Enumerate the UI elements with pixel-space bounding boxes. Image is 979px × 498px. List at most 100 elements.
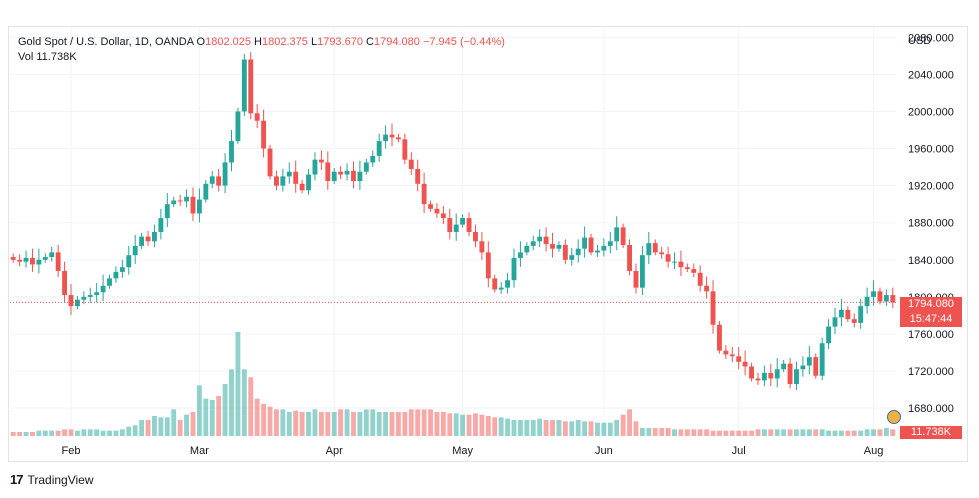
candle-body xyxy=(248,59,254,114)
volume-bar xyxy=(659,428,665,436)
candle-body xyxy=(813,357,819,376)
volume-bar xyxy=(30,432,35,436)
candle-body xyxy=(440,213,446,219)
volume-bar xyxy=(415,409,421,436)
candle-body xyxy=(466,218,472,232)
candle-body xyxy=(17,259,23,262)
candle-body xyxy=(363,162,369,172)
candle-body xyxy=(209,176,215,184)
candle-body xyxy=(107,278,112,286)
volume-bar xyxy=(543,420,549,436)
volume-bar xyxy=(736,430,742,436)
volume-bar xyxy=(826,430,832,436)
low-value: 1793.670 xyxy=(317,36,363,48)
x-tick-label: May xyxy=(452,445,473,457)
volume-bar xyxy=(550,420,555,436)
candle-body xyxy=(736,356,742,362)
volume-bar xyxy=(883,428,889,436)
candle-body xyxy=(261,120,267,149)
volume-bar xyxy=(235,332,241,436)
candle-body xyxy=(408,159,414,169)
currency-label[interactable]: USD xyxy=(908,35,932,47)
volume-bar xyxy=(62,429,68,436)
candle-body xyxy=(742,361,748,367)
candle-body xyxy=(415,168,421,184)
y-tick-label: 1680.000 xyxy=(908,403,954,415)
volume-value: 11.738K xyxy=(36,51,77,63)
candle-body xyxy=(357,171,363,181)
candle-body xyxy=(286,171,292,177)
volume-bar xyxy=(331,412,337,436)
volume-bar xyxy=(421,409,427,436)
volume-bar xyxy=(357,412,363,436)
candle-body xyxy=(421,183,427,205)
candle-body xyxy=(851,319,857,323)
volume-bar xyxy=(697,429,703,436)
volume-bar xyxy=(241,369,247,436)
volume-bar xyxy=(787,429,793,436)
volume-bar xyxy=(126,426,132,436)
volume-bar xyxy=(479,414,485,436)
candle-body xyxy=(479,241,485,253)
candle-body xyxy=(524,245,530,253)
candle-body xyxy=(883,295,889,302)
volume-bar xyxy=(511,420,517,436)
candle-body xyxy=(639,255,645,288)
candle-body xyxy=(74,299,80,307)
candle-body xyxy=(42,257,48,260)
volume-bar xyxy=(755,429,761,436)
volume-bar xyxy=(171,409,177,436)
volume-bar xyxy=(877,429,883,436)
candle-body xyxy=(312,159,318,175)
volume-bar xyxy=(781,429,787,436)
candle-body xyxy=(370,155,376,163)
brand-name: TradingView xyxy=(27,472,94,487)
volume-bar xyxy=(248,377,254,436)
volume-bar xyxy=(749,430,754,436)
candle-body xyxy=(152,232,157,242)
y-tick-label: 2080.000 xyxy=(908,32,954,44)
candle-body xyxy=(460,218,466,225)
candle-body xyxy=(678,261,684,268)
volume-bar xyxy=(460,414,466,436)
candle-body xyxy=(492,278,498,290)
volume-bar xyxy=(620,414,626,436)
y-tick-label: 1920.000 xyxy=(908,181,954,193)
candle-body xyxy=(318,159,324,163)
candle-body xyxy=(498,287,504,290)
candle-body xyxy=(164,204,170,219)
volume-bar xyxy=(10,432,16,436)
candle-body xyxy=(575,248,581,256)
candle-body xyxy=(177,200,183,202)
volume-bar xyxy=(203,398,209,436)
volume-bar xyxy=(582,421,588,436)
volume-bar xyxy=(306,412,311,436)
volume-bar xyxy=(569,421,575,436)
candle-body xyxy=(665,254,671,262)
candle-body xyxy=(267,148,273,177)
volume-bar xyxy=(299,412,305,436)
y-tick-label: 1720.000 xyxy=(908,366,954,378)
volume-bar xyxy=(858,430,864,436)
volume-scale-icon[interactable] xyxy=(887,410,901,424)
close-label: C xyxy=(366,36,374,48)
volume-bar xyxy=(395,412,401,436)
chart-frame[interactable] xyxy=(8,26,968,462)
candle-body xyxy=(196,199,202,214)
candle-body xyxy=(517,252,523,258)
y-tick-label: 2000.000 xyxy=(908,106,954,118)
candle-body xyxy=(704,285,710,292)
footer-brand[interactable]: 17 TradingView xyxy=(10,472,94,487)
candle-body xyxy=(113,271,119,279)
symbol-name: Gold Spot / U.S. Dollar, 1D, OANDA xyxy=(18,36,194,48)
volume-bar xyxy=(537,418,543,436)
candle-body xyxy=(774,369,780,379)
volume-bar xyxy=(819,429,825,436)
candle-body xyxy=(145,236,151,242)
candle-body xyxy=(81,296,87,300)
x-tick-label: Feb xyxy=(62,445,81,457)
candle-body xyxy=(216,176,222,186)
volume-label: Vol xyxy=(18,51,34,63)
candle-body xyxy=(781,363,787,370)
